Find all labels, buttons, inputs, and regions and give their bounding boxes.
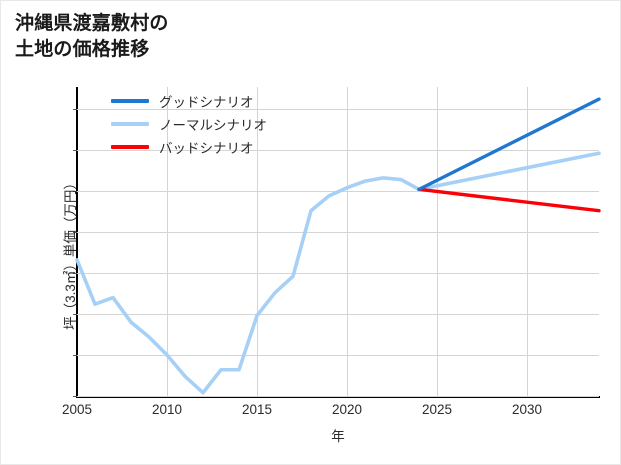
y-tick-mark xyxy=(73,314,77,315)
x-tick-label: 2010 xyxy=(151,402,183,417)
gridline-vertical xyxy=(437,87,438,396)
legend-label: バッドシナリオ xyxy=(159,140,254,156)
chart-lines xyxy=(75,97,601,395)
y-tick-mark xyxy=(73,396,77,397)
gridline-horizontal xyxy=(77,109,599,110)
gridline-horizontal xyxy=(77,314,599,315)
legend-color-swatch xyxy=(111,121,149,126)
y-tick-mark xyxy=(73,109,77,110)
x-tick-label: 2020 xyxy=(331,402,363,417)
x-tick-label: 2005 xyxy=(61,402,93,417)
legend-label: グッドシナリオ xyxy=(159,94,254,110)
series-line-グッドシナリオ xyxy=(417,97,601,192)
legend-item[interactable]: バッドシナリオ xyxy=(111,135,267,158)
gridline-horizontal xyxy=(77,232,599,233)
legend-label: ノーマルシナリオ xyxy=(159,117,267,133)
y-tick-mark xyxy=(73,232,77,233)
chart-legend: グッドシナリオ ノーマルシナリオ バッドシナリオ xyxy=(111,89,267,158)
x-tick-label: 2025 xyxy=(421,402,453,417)
gridline-horizontal xyxy=(77,396,599,397)
chart-title: 沖縄県渡嘉敷村の 土地の価格推移 xyxy=(15,13,169,61)
series-line-ノーマルシナリオ xyxy=(75,151,601,395)
y-axis-label: 坪（3.3㎡）単価（万円） xyxy=(63,175,78,330)
y-tick-mark xyxy=(73,273,77,274)
y-tick-mark xyxy=(73,150,77,151)
x-tick-label: 2015 xyxy=(241,402,273,417)
x-axis-spine xyxy=(76,396,600,398)
series-line-バッドシナリオ xyxy=(417,187,601,213)
y-axis-spine xyxy=(76,87,78,396)
gridline-horizontal xyxy=(77,355,599,356)
legend-color-swatch xyxy=(111,98,149,103)
x-axis-label: 年 xyxy=(331,429,345,444)
gridline-vertical xyxy=(347,87,348,396)
y-tick-mark xyxy=(73,191,77,192)
gridline-horizontal xyxy=(77,150,599,151)
legend-color-swatch xyxy=(111,144,149,149)
x-tick-label: 2030 xyxy=(511,402,543,417)
legend-item[interactable]: ノーマルシナリオ xyxy=(111,112,267,135)
gridline-vertical xyxy=(167,87,168,396)
legend-item[interactable]: グッドシナリオ xyxy=(111,89,267,112)
gridline-vertical xyxy=(257,87,258,396)
gridline-horizontal xyxy=(77,273,599,274)
y-tick-mark xyxy=(73,355,77,356)
plot-area: 2.002.252.502.753.003.253.503.75 2005201… xyxy=(62,87,601,444)
gridline-vertical xyxy=(527,87,528,396)
